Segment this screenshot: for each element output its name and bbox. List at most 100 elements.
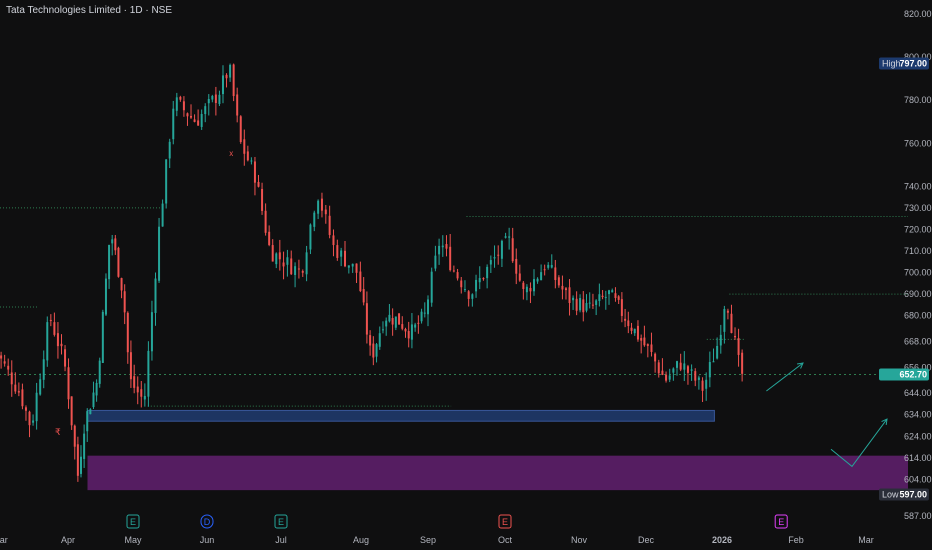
candle-body xyxy=(136,386,139,393)
y-tick-label: 760.00 xyxy=(904,138,932,148)
candle-body xyxy=(438,245,441,255)
candle-body xyxy=(611,290,614,293)
candle-body xyxy=(60,343,63,347)
candle-body xyxy=(394,316,397,328)
candle-body xyxy=(401,324,404,329)
candle-body xyxy=(56,333,59,347)
candle-body xyxy=(617,296,620,300)
candle-body xyxy=(608,290,611,295)
candle-body xyxy=(218,94,221,104)
candle-body xyxy=(204,106,207,115)
candle-body xyxy=(529,287,532,292)
candle-body xyxy=(10,372,13,385)
support-zone xyxy=(87,409,715,422)
candle-body xyxy=(207,98,210,104)
candle-body xyxy=(533,279,536,292)
candle-body xyxy=(486,266,489,279)
candle-body xyxy=(568,287,571,303)
candle-body xyxy=(179,96,182,100)
candle-body xyxy=(362,289,365,303)
rupee-marker: ₹ xyxy=(55,427,61,437)
y-tick-label: 624.00 xyxy=(904,431,932,441)
candle-body xyxy=(355,263,358,273)
candle-body xyxy=(229,64,232,78)
candle-body xyxy=(633,328,636,334)
candle-body xyxy=(726,310,729,313)
candle-body xyxy=(398,313,401,325)
candle-body xyxy=(591,304,594,306)
candle-body xyxy=(475,279,478,292)
candle-body xyxy=(430,271,433,303)
candle-body xyxy=(582,299,585,313)
candle-body xyxy=(297,268,300,270)
candle-body xyxy=(42,359,45,380)
candle-body xyxy=(35,392,38,422)
candle-body xyxy=(497,254,500,256)
candle-body xyxy=(309,224,312,250)
candle-body xyxy=(643,337,646,346)
candle-body xyxy=(500,240,503,259)
x-tick-label: Feb xyxy=(788,535,804,545)
candle-body xyxy=(129,352,132,380)
x-tick-label: Mar xyxy=(858,535,874,545)
candle-body xyxy=(271,245,274,262)
candle-body xyxy=(46,322,49,361)
candle-body xyxy=(636,325,639,340)
event-badge-label: E xyxy=(778,517,784,527)
candle-body xyxy=(595,300,598,305)
candle-body xyxy=(668,375,671,380)
candle-body xyxy=(471,294,474,299)
candle-body xyxy=(665,374,668,381)
event-badge-label: E xyxy=(130,517,136,527)
x-tick-label: Oct xyxy=(498,535,513,545)
y-tick-label: 700.00 xyxy=(904,268,932,278)
candle-body xyxy=(561,285,564,290)
candle-body xyxy=(161,203,164,227)
candle-body xyxy=(49,319,52,321)
candle-body xyxy=(640,338,643,341)
candle-body xyxy=(598,294,601,302)
candle-body xyxy=(737,338,740,355)
candle-body xyxy=(264,210,267,233)
candle-body xyxy=(133,376,136,388)
candle-body xyxy=(434,255,437,269)
event-badge xyxy=(774,514,788,529)
y-tick-label: 780.00 xyxy=(904,95,932,105)
candle-body xyxy=(313,212,316,227)
candle-body xyxy=(719,334,722,346)
candle-body xyxy=(630,327,633,331)
candle-body xyxy=(525,286,528,293)
candle-body xyxy=(449,246,452,271)
high-badge-value: 797.00 xyxy=(899,59,927,69)
candle-body xyxy=(604,296,607,298)
event-badge xyxy=(498,514,512,529)
candle-body xyxy=(140,389,143,397)
y-tick-label: 656.00 xyxy=(904,362,932,372)
candle-body xyxy=(650,344,653,352)
candle-body xyxy=(17,391,20,393)
y-tick-label: 730.00 xyxy=(904,203,932,213)
candle-body xyxy=(7,365,10,370)
demand-zone xyxy=(87,455,908,491)
candle-body xyxy=(246,151,249,161)
y-tick-label: 710.00 xyxy=(904,246,932,256)
candle-body xyxy=(80,456,82,474)
y-tick-label: 690.00 xyxy=(904,289,932,299)
event-badge-label: E xyxy=(502,517,508,527)
candle-body xyxy=(679,362,682,370)
candle-body xyxy=(32,420,35,423)
candle-body xyxy=(317,200,320,214)
candle-body xyxy=(547,264,550,268)
x-tick-label: Dec xyxy=(638,535,655,545)
candle-body xyxy=(391,318,394,325)
candle-body xyxy=(493,257,496,259)
candle-body xyxy=(427,299,429,315)
candle-body xyxy=(536,278,539,282)
candle-body xyxy=(253,161,256,183)
candle-body xyxy=(686,366,689,373)
x-tick-label: Jul xyxy=(275,535,287,545)
candle-body xyxy=(708,361,711,378)
candle-body xyxy=(186,113,189,117)
x-tick-label: Aug xyxy=(353,535,369,545)
